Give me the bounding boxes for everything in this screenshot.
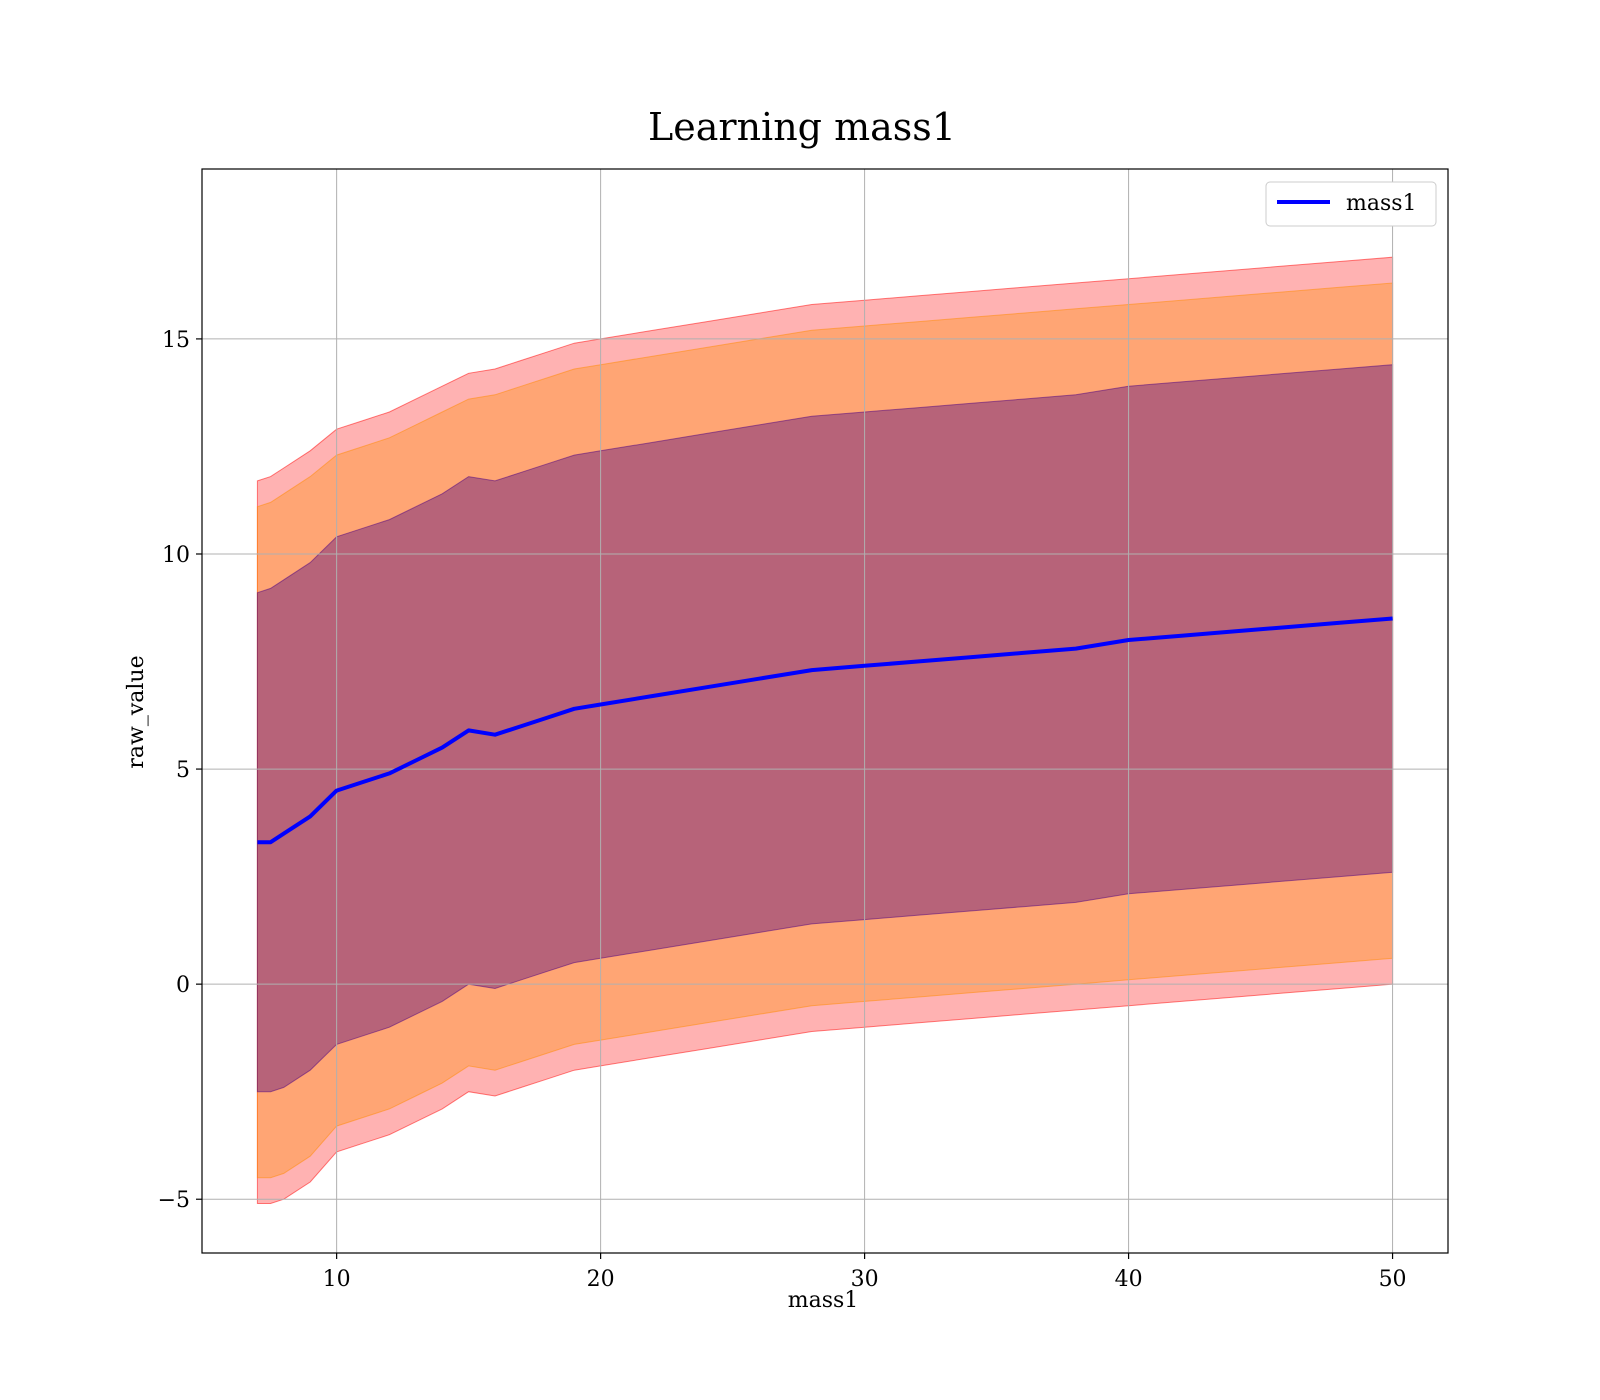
legend: mass1 bbox=[1265, 181, 1437, 227]
y-axis-label: raw_value bbox=[124, 655, 149, 768]
x-axis-label: mass1 bbox=[788, 1288, 859, 1313]
plot-background bbox=[202, 169, 1448, 1253]
chart-title: Learning mass1 bbox=[648, 105, 956, 149]
x-tick-label: 50 bbox=[1379, 1267, 1407, 1292]
y-tick-label: 5 bbox=[176, 758, 190, 783]
legend-label-mass1: mass1 bbox=[1346, 191, 1417, 216]
confidence-bands bbox=[256, 256, 1394, 1204]
y-axis-ticks: −5 0 5 10 15 bbox=[158, 328, 202, 1213]
y-tick-label: 10 bbox=[162, 543, 190, 568]
series-line-mass1 bbox=[257, 616, 1393, 845]
x-tick-label: 40 bbox=[1115, 1267, 1143, 1292]
y-tick-label: −5 bbox=[158, 1188, 190, 1213]
series-lines bbox=[257, 616, 1393, 845]
y-tick-label: 15 bbox=[162, 328, 190, 353]
x-tick-label: 20 bbox=[587, 1267, 615, 1292]
x-axis-ticks: 10 20 30 40 50 bbox=[323, 1253, 1407, 1292]
grid bbox=[202, 169, 1448, 1253]
legend-box bbox=[1265, 181, 1437, 227]
x-tick-label: 30 bbox=[851, 1267, 879, 1292]
plot-frame bbox=[201, 168, 1449, 1254]
plot-area bbox=[201, 168, 1449, 1254]
y-tick-label: 0 bbox=[176, 973, 190, 998]
x-tick-label: 10 bbox=[323, 1267, 351, 1292]
